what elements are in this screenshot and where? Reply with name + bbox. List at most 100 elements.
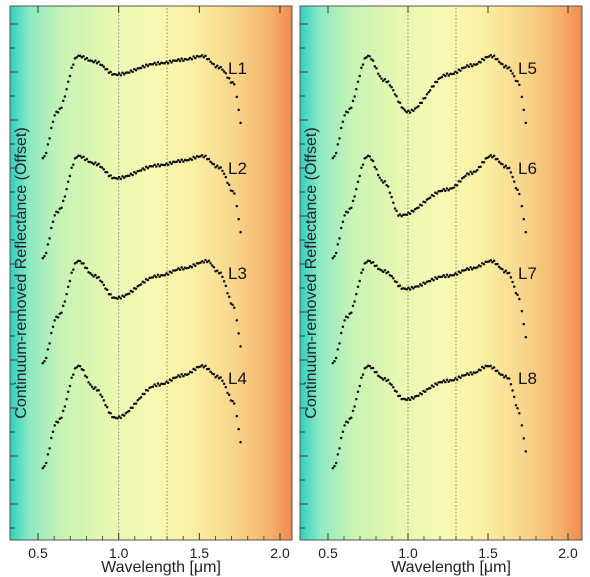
data-point <box>233 82 236 86</box>
data-point <box>427 91 430 94</box>
x-tick-label: 0.5 <box>318 545 338 561</box>
data-point <box>375 167 378 171</box>
data-point <box>333 464 336 468</box>
data-point <box>459 180 462 183</box>
data-point <box>417 206 420 209</box>
data-point <box>134 287 138 291</box>
data-point <box>351 99 355 103</box>
data-point <box>70 271 73 275</box>
data-point <box>365 366 368 369</box>
data-point <box>386 185 390 188</box>
data-point <box>356 285 360 289</box>
data-point <box>63 195 67 198</box>
data-point <box>207 367 211 371</box>
data-point <box>507 166 511 170</box>
data-point <box>467 65 471 68</box>
data-point <box>435 80 439 84</box>
data-point <box>177 159 180 162</box>
data-point <box>119 297 123 300</box>
data-point <box>341 430 345 434</box>
data-point <box>482 160 486 164</box>
data-point <box>464 268 467 272</box>
data-point <box>392 277 395 280</box>
data-point <box>343 114 346 117</box>
data-point <box>180 158 183 161</box>
data-point <box>219 65 222 69</box>
data-point <box>518 411 521 415</box>
data-point <box>68 174 72 178</box>
data-point <box>222 279 226 283</box>
data-point <box>390 274 393 278</box>
data-point <box>214 375 217 379</box>
x-tick-label: 1.0 <box>109 545 129 561</box>
data-point <box>188 56 192 60</box>
series-label: L1 <box>228 59 247 78</box>
data-point <box>469 63 472 66</box>
data-point <box>53 424 56 427</box>
data-point <box>194 368 197 372</box>
data-point <box>514 291 518 295</box>
data-point <box>459 69 462 72</box>
data-point <box>51 120 55 124</box>
data-point <box>72 163 75 166</box>
data-point <box>408 111 412 114</box>
data-point <box>97 162 100 166</box>
data-point <box>102 65 106 69</box>
data-point <box>464 373 467 377</box>
data-point <box>166 62 170 65</box>
data-point <box>92 387 95 391</box>
data-point <box>380 178 383 182</box>
data-point <box>78 365 82 368</box>
data-point <box>455 183 459 187</box>
data-point <box>109 70 112 74</box>
data-point <box>182 59 185 62</box>
data-point <box>375 264 378 267</box>
data-point <box>371 159 375 163</box>
series-L5: L5 <box>331 54 537 160</box>
data-point <box>447 380 450 383</box>
data-point <box>41 361 45 365</box>
data-point <box>231 189 234 193</box>
data-point <box>336 453 340 456</box>
data-point <box>403 109 407 112</box>
data-point <box>170 162 173 166</box>
data-point <box>180 373 183 376</box>
data-point <box>92 162 95 166</box>
data-point <box>395 280 398 284</box>
data-point <box>75 56 78 59</box>
data-point <box>338 342 341 345</box>
data-point <box>134 171 138 175</box>
data-point <box>442 187 445 191</box>
data-point <box>434 276 437 279</box>
data-point <box>395 95 398 98</box>
data-point <box>476 370 479 374</box>
data-point <box>226 391 229 395</box>
series-label: L8 <box>518 369 537 388</box>
data-point <box>474 170 477 173</box>
data-point <box>423 390 427 394</box>
data-point <box>92 60 95 64</box>
data-point <box>156 61 160 64</box>
data-point <box>194 157 197 160</box>
data-point <box>376 72 380 75</box>
x-axis-title: Wavelength [μm] <box>101 559 221 576</box>
data-point <box>56 316 60 319</box>
data-point <box>442 274 445 277</box>
data-point <box>78 259 82 263</box>
data-point <box>501 63 504 66</box>
data-point <box>127 71 131 74</box>
data-point <box>153 163 156 167</box>
data-point <box>95 61 99 65</box>
data-point <box>214 65 217 69</box>
data-point <box>102 283 106 287</box>
x-tick-label: 2.0 <box>270 545 290 561</box>
data-point <box>507 271 511 275</box>
data-point <box>361 63 365 66</box>
data-point <box>144 165 148 169</box>
data-point <box>143 281 146 284</box>
data-point <box>520 424 524 427</box>
data-point <box>75 156 78 159</box>
data-point <box>440 275 444 279</box>
data-point <box>356 180 360 184</box>
data-point <box>459 376 462 380</box>
